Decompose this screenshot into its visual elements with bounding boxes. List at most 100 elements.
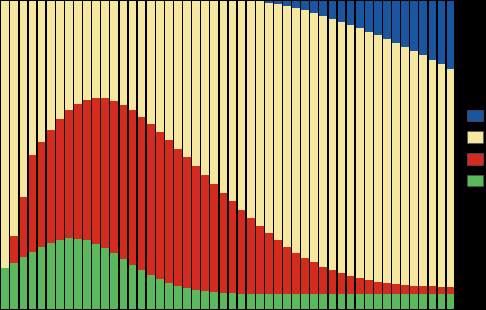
Bar <box>311 1 318 13</box>
Bar <box>374 35 382 282</box>
Bar <box>274 1 282 4</box>
Bar <box>210 292 218 309</box>
Bar <box>438 64 445 287</box>
Bar <box>365 32 373 280</box>
Bar <box>83 1 91 100</box>
Bar <box>238 294 245 309</box>
Bar <box>238 210 245 294</box>
Bar <box>265 1 273 2</box>
Bar <box>265 294 273 309</box>
Bar <box>338 273 346 294</box>
Bar <box>102 98 109 248</box>
Bar <box>392 43 400 284</box>
Bar <box>192 290 200 309</box>
Bar <box>410 294 418 309</box>
Bar <box>365 294 373 309</box>
Bar <box>356 28 364 278</box>
Bar <box>120 259 127 309</box>
Bar <box>120 105 127 259</box>
Bar <box>65 1 73 110</box>
Bar <box>147 1 155 124</box>
Bar <box>38 247 46 309</box>
Bar <box>65 110 73 238</box>
Bar <box>19 197 27 257</box>
Bar <box>438 287 445 294</box>
Bar <box>74 1 82 104</box>
Bar <box>83 241 91 309</box>
Bar <box>1 1 9 268</box>
Bar <box>65 238 73 309</box>
Bar <box>401 294 409 309</box>
Bar <box>383 294 391 309</box>
Bar <box>447 294 454 309</box>
Bar <box>201 1 209 175</box>
Bar <box>392 284 400 294</box>
Bar <box>120 1 127 105</box>
Bar <box>283 294 291 309</box>
Bar <box>419 286 427 294</box>
Bar <box>138 1 145 117</box>
Bar <box>165 283 173 309</box>
Bar <box>447 287 454 294</box>
Bar <box>283 6 291 247</box>
Bar <box>429 286 436 294</box>
Bar <box>338 1 346 22</box>
Bar <box>329 270 336 294</box>
Bar <box>174 1 182 148</box>
Bar <box>156 279 164 309</box>
Bar <box>228 202 236 293</box>
Bar <box>438 1 445 64</box>
Bar <box>92 1 100 98</box>
Bar <box>138 270 145 309</box>
Bar <box>56 1 64 119</box>
Bar <box>401 47 409 285</box>
Bar <box>356 278 364 294</box>
Bar <box>11 263 18 309</box>
Bar <box>247 218 255 294</box>
Bar <box>374 1 382 35</box>
Bar <box>92 98 100 244</box>
Bar <box>274 240 282 294</box>
Bar <box>11 1 18 236</box>
Bar <box>319 1 327 16</box>
Bar <box>147 275 155 309</box>
Bar <box>347 276 354 294</box>
Bar <box>183 1 191 157</box>
Bar <box>329 1 336 19</box>
Bar <box>429 1 436 60</box>
Bar <box>401 1 409 47</box>
Bar <box>192 1 200 166</box>
Bar <box>192 166 200 290</box>
Bar <box>174 148 182 286</box>
Bar <box>265 2 273 233</box>
Bar <box>311 263 318 294</box>
Bar <box>374 294 382 309</box>
Bar <box>311 13 318 263</box>
Bar <box>165 140 173 283</box>
Bar <box>338 294 346 309</box>
Bar <box>392 294 400 309</box>
Bar <box>419 1 427 55</box>
Bar <box>102 1 109 98</box>
Bar <box>292 294 300 309</box>
Bar <box>102 248 109 309</box>
Bar <box>410 1 418 51</box>
Bar <box>292 8 300 253</box>
Bar <box>319 16 327 267</box>
Bar <box>256 2 263 226</box>
Bar <box>110 101 118 253</box>
Bar <box>338 22 346 273</box>
Bar <box>138 117 145 270</box>
Bar <box>356 1 364 28</box>
Bar <box>110 1 118 101</box>
Bar <box>329 294 336 309</box>
Bar <box>56 119 64 240</box>
Bar <box>301 11 309 258</box>
Bar <box>347 1 354 25</box>
Bar <box>156 1 164 132</box>
Bar <box>147 124 155 275</box>
Bar <box>429 60 436 286</box>
Bar <box>329 19 336 270</box>
Bar <box>129 264 137 309</box>
Bar <box>256 226 263 294</box>
